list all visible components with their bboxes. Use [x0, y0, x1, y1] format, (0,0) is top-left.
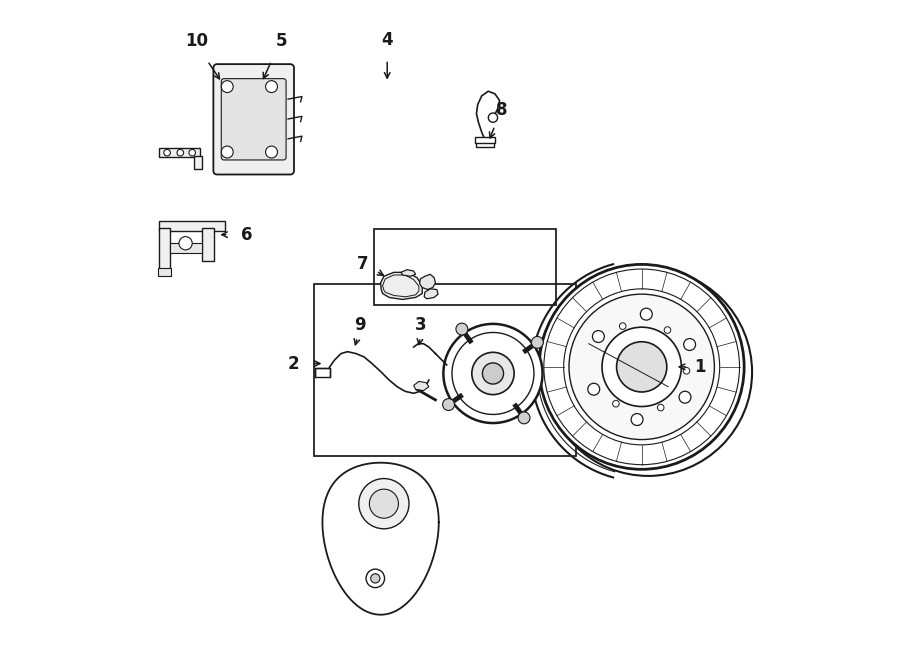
Bar [374, 229, 556, 305]
Circle shape [544, 268, 752, 476]
FancyBboxPatch shape [213, 64, 294, 175]
Circle shape [616, 342, 667, 392]
Circle shape [366, 569, 384, 588]
Circle shape [592, 330, 604, 342]
Bar [475, 137, 495, 143]
Text: 6: 6 [241, 225, 253, 244]
Circle shape [221, 146, 233, 158]
Circle shape [569, 294, 715, 440]
Text: 7: 7 [357, 255, 369, 274]
Bar [194, 156, 202, 169]
FancyBboxPatch shape [221, 79, 286, 160]
Circle shape [602, 327, 681, 407]
Circle shape [531, 336, 544, 348]
Bar [159, 228, 170, 271]
Polygon shape [381, 272, 422, 299]
Text: 9: 9 [354, 316, 365, 334]
Circle shape [664, 327, 670, 333]
Circle shape [472, 352, 514, 395]
Circle shape [588, 383, 599, 395]
Text: 3: 3 [414, 316, 426, 334]
Circle shape [631, 414, 643, 426]
Text: 10: 10 [185, 32, 208, 50]
Circle shape [518, 412, 530, 424]
Circle shape [369, 489, 399, 518]
Bar [158, 268, 171, 276]
Circle shape [359, 479, 409, 529]
Text: 8: 8 [496, 101, 508, 120]
Bar [315, 368, 329, 377]
Circle shape [680, 391, 691, 403]
Circle shape [177, 149, 184, 156]
Bar [314, 284, 576, 456]
Bar [202, 228, 214, 261]
Circle shape [164, 149, 170, 156]
Text: 1: 1 [694, 358, 706, 376]
Circle shape [619, 323, 626, 329]
Circle shape [266, 146, 277, 158]
Circle shape [371, 574, 380, 583]
Circle shape [613, 401, 619, 407]
Circle shape [683, 368, 689, 374]
Polygon shape [401, 270, 416, 276]
Polygon shape [424, 289, 438, 299]
Circle shape [657, 405, 664, 411]
Circle shape [539, 264, 744, 469]
Bar [159, 221, 225, 231]
Circle shape [179, 237, 193, 250]
Circle shape [456, 323, 468, 335]
Circle shape [266, 81, 277, 93]
Text: 2: 2 [287, 354, 299, 373]
Polygon shape [419, 274, 436, 290]
Bar [170, 243, 202, 253]
Circle shape [482, 363, 503, 384]
Circle shape [189, 149, 195, 156]
Text: 5: 5 [275, 32, 287, 50]
Circle shape [444, 324, 543, 423]
Circle shape [221, 81, 233, 93]
Circle shape [489, 113, 498, 122]
Text: 4: 4 [382, 30, 393, 49]
Circle shape [640, 308, 652, 320]
Bar [159, 148, 200, 157]
Polygon shape [414, 381, 428, 391]
Circle shape [684, 338, 696, 350]
Circle shape [443, 399, 454, 410]
